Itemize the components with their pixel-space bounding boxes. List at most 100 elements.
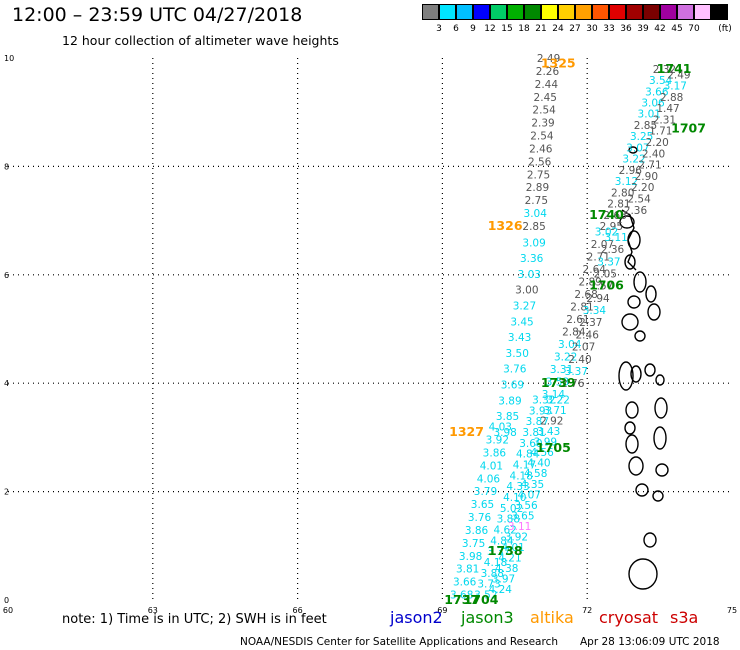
swh-value: 4.06 <box>477 473 501 485</box>
y-tick-label: 0 <box>4 596 9 605</box>
swh-value: 3.54 <box>649 75 673 87</box>
swh-value: 2.40 <box>568 354 591 366</box>
swh-value: 4.01 <box>480 460 503 472</box>
swh-value: 3.11 <box>508 521 531 533</box>
swh-value: 2.39 <box>531 118 554 130</box>
pass-time-label: 1325 <box>541 55 576 70</box>
swh-value: 2.92 <box>540 416 563 428</box>
swh-value: 3.01 <box>638 109 661 121</box>
swh-value: 3.71 <box>543 405 566 417</box>
swh-value: 3.75 <box>462 538 485 550</box>
island-outline <box>628 146 638 154</box>
swh-value: 2.64 <box>583 264 607 276</box>
swh-value: 4.84 <box>516 449 540 461</box>
swh-value: 3.07 <box>626 142 649 154</box>
credit-line: NOAA/NESDIS Center for Satellite Applica… <box>240 636 558 648</box>
island-outline <box>628 558 658 590</box>
swh-value: 4.58 <box>524 468 547 480</box>
swh-value: 3.22 <box>622 154 645 166</box>
colorbar-unit: (ft) <box>718 24 732 34</box>
island-outline <box>634 330 646 342</box>
y-tick-label: 6 <box>4 271 9 280</box>
colorbar-label: 3 <box>436 24 442 34</box>
swh-value: 3.31 <box>550 364 573 376</box>
swh-value: 2.07 <box>572 342 595 354</box>
pass-time-label: 1738 <box>488 543 523 558</box>
swh-value: 2.54 <box>530 131 554 143</box>
page-subtitle: 12 hour collection of altimeter wave hei… <box>62 33 339 48</box>
swh-value: 4.33 <box>506 481 529 493</box>
swh-value: 4.84 <box>490 535 514 547</box>
swh-value: 3.92 <box>505 531 528 543</box>
pass-time-label: 1706 <box>589 278 624 293</box>
swh-value: 2.95 <box>600 221 623 233</box>
colorbar-swatch <box>677 4 694 20</box>
colorbar-label: 42 <box>654 24 666 34</box>
swh-value: 2.61 <box>566 314 589 326</box>
swh-value: 4.21 <box>498 553 521 565</box>
swh-value: 2.45 <box>534 92 557 104</box>
swh-value: 2.66 <box>603 210 627 222</box>
swh-value: 3.11 <box>604 232 627 244</box>
swh-value: 3.92 <box>486 434 509 446</box>
pass-time-label: 1740 <box>589 207 624 222</box>
swh-value: 2.75 <box>527 169 550 181</box>
island-outline <box>652 490 664 502</box>
colorbar-label: 9 <box>470 24 476 34</box>
pass-time-labels: 1325 1326 1327 1741 1707 1740 1706 1739 1705 1738… <box>444 55 706 607</box>
legend-jason3: jason3 <box>461 608 514 627</box>
swh-value: 2.31 <box>653 114 676 126</box>
island-outline <box>625 401 639 419</box>
island-outline <box>624 421 636 435</box>
colorbar-label: 18 <box>518 24 530 34</box>
swh-value: 2.49 <box>667 69 690 81</box>
swh-value: 2.80 <box>611 187 634 199</box>
swh-value: 3.43 <box>508 332 531 344</box>
colorbar-swatch <box>711 4 728 20</box>
swh-value: 2.46 <box>529 143 553 155</box>
swh-value: 3.00 <box>515 285 538 297</box>
swh-value: 3.43 <box>537 426 560 438</box>
swh-value: 2.54 <box>532 105 556 117</box>
colorbar-swatch <box>473 4 490 20</box>
swh-value: 3.98 <box>459 551 482 563</box>
colorbar-label: 27 <box>569 24 581 34</box>
island-outline <box>621 313 639 331</box>
colorbar-label: 70 <box>688 24 700 34</box>
swh-value: 3.98 <box>493 427 516 439</box>
swh-value: 3.66 <box>453 577 477 589</box>
colorbar-swatch <box>626 4 643 20</box>
island-outline <box>655 374 665 386</box>
swh-value: 3.81 <box>522 427 545 439</box>
colorbar-swatch <box>694 4 711 20</box>
swh-value: 2.76 <box>561 378 585 390</box>
swh-value: 3.85 <box>496 411 519 423</box>
swh-value: 2.94 <box>586 293 610 305</box>
swh-value: 4.18 <box>484 557 507 569</box>
legend-altika: altika <box>530 608 574 627</box>
y-tick-label: 4 <box>4 379 9 388</box>
swh-value: 2.85 <box>522 221 545 233</box>
colorbar-label: 12 <box>484 24 496 34</box>
island-outline <box>630 365 642 383</box>
island-outline <box>624 254 636 270</box>
swh-value: 3.04 <box>558 339 582 351</box>
grid-lines <box>8 58 732 600</box>
swh-value: 3.25 <box>630 131 653 143</box>
swh-value: 4.17 <box>513 460 536 472</box>
swh-value: 3.93 <box>529 405 552 417</box>
axis-ticks: 60 63 66 69 72 75 0 2 4 6 8 10 <box>3 54 737 615</box>
legend-jason2: jason2 <box>390 608 443 627</box>
swh-value: 2.44 <box>535 79 559 91</box>
island-outline <box>644 363 656 377</box>
swh-value: 2.84 <box>562 327 586 339</box>
pass-time-label: 1705 <box>536 440 571 455</box>
swh-value: 4.01 <box>501 542 524 554</box>
swh-value: 3.87 <box>526 416 549 428</box>
swh-value: 3.76 <box>468 512 492 524</box>
swh-value: 2.57 <box>590 281 613 293</box>
swh-value: 2.90 <box>635 171 658 183</box>
legend-s3a: s3a <box>670 608 699 627</box>
swh-value: 2.88 <box>660 92 683 104</box>
y-tick-label: 8 <box>4 162 9 171</box>
